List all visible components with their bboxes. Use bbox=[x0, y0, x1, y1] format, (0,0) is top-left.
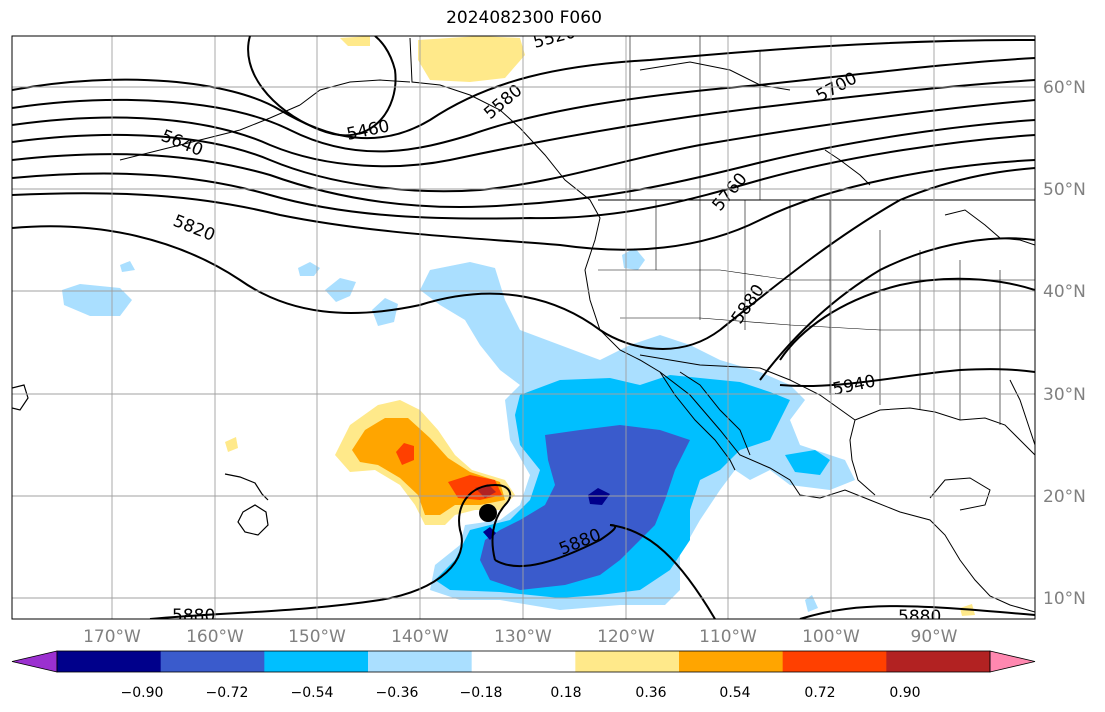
lon-label: 170°W bbox=[83, 627, 141, 647]
light-blue-blob-2 bbox=[298, 262, 320, 276]
north-america-west-coast bbox=[409, 37, 1035, 613]
colorbar-cell bbox=[471, 651, 576, 672]
florida bbox=[1009, 379, 1035, 446]
light-blue-blob-7 bbox=[805, 595, 818, 612]
baja-inner bbox=[679, 371, 751, 456]
colorbar-cell bbox=[160, 651, 265, 672]
colorbar: −0.90 −0.72 −0.54 −0.36 −0.18 0.18 0.36 … bbox=[11, 650, 1036, 701]
storm-center-marker bbox=[479, 504, 497, 522]
light-blue-blob-6 bbox=[120, 261, 135, 272]
colorbar-tick-label: 0.72 bbox=[804, 685, 835, 701]
colorbar-frame bbox=[56, 650, 991, 673]
navy-spot-1 bbox=[588, 488, 610, 505]
yellow-blob-north bbox=[340, 36, 370, 46]
lat-label: 50°N bbox=[1043, 180, 1086, 200]
hudson-bay bbox=[824, 149, 871, 186]
yellow-blob-hawaii bbox=[225, 437, 238, 452]
colorbar-tick-label: −0.90 bbox=[121, 685, 164, 701]
colorbar-extend-high bbox=[989, 650, 1036, 673]
lon-label: 100°W bbox=[802, 627, 860, 647]
lon-label: 140°W bbox=[391, 627, 449, 647]
light-blue-blob-4 bbox=[372, 298, 398, 326]
map-frame bbox=[11, 35, 1036, 620]
alaska-west bbox=[299, 79, 411, 106]
aleutians bbox=[119, 104, 301, 161]
gridlines bbox=[12, 36, 1035, 619]
lat-label: 40°N bbox=[1043, 282, 1086, 302]
lat-label: 20°N bbox=[1043, 487, 1086, 507]
latitude-labels: 60°N 50°N 40°N 30°N 20°N 10°N bbox=[1043, 78, 1086, 609]
island-small-1 bbox=[12, 384, 29, 411]
colorbar-tick-label: −0.18 bbox=[460, 685, 503, 701]
height-contours bbox=[12, 36, 1035, 619]
island-large bbox=[237, 504, 269, 536]
longitude-labels: 170°W 160°W 150°W 140°W 130°W 120°W 110°… bbox=[83, 627, 958, 647]
colorbar-cell bbox=[679, 651, 784, 672]
light-blue-blob-5 bbox=[622, 248, 645, 270]
great-lakes bbox=[944, 209, 1035, 246]
lon-label: 130°W bbox=[494, 627, 552, 647]
map-title: 2024082300 F060 bbox=[446, 8, 602, 28]
colorbar-cell bbox=[57, 651, 162, 672]
lon-label: 90°W bbox=[911, 627, 958, 647]
contour-label: 5880 bbox=[172, 606, 215, 626]
contour-label: 5880 bbox=[898, 607, 941, 627]
colorbar-cell bbox=[886, 651, 991, 672]
colorbar-tick-label: −0.72 bbox=[206, 685, 249, 701]
baja-california bbox=[659, 371, 736, 471]
colorbar-tick-label: 0.36 bbox=[635, 685, 666, 701]
lon-label: 120°W bbox=[597, 627, 655, 647]
lat-label: 10°N bbox=[1043, 589, 1086, 609]
colorbar-tick-label: 0.90 bbox=[889, 685, 920, 701]
colorbar-tick-label: 0.54 bbox=[719, 685, 750, 701]
colorbar-tick-label: −0.36 bbox=[376, 685, 419, 701]
colorbar-cell bbox=[368, 651, 473, 672]
lon-label: 110°W bbox=[699, 627, 757, 647]
gulf-of-mexico-west bbox=[849, 419, 876, 496]
colorbar-cell bbox=[264, 651, 369, 672]
red-orange-spot-1 bbox=[396, 443, 414, 465]
colorbar-cell bbox=[782, 651, 887, 672]
colorbar-tick-label: −0.54 bbox=[291, 685, 334, 701]
colorbar-cell bbox=[575, 651, 680, 672]
yucatan bbox=[929, 477, 991, 511]
lon-label: 160°W bbox=[186, 627, 244, 647]
royal-blue-region bbox=[480, 425, 690, 590]
light-blue-blob-pacific bbox=[62, 284, 132, 316]
light-blue-blob-3 bbox=[325, 278, 356, 302]
us-mexico-border bbox=[639, 354, 856, 421]
lon-label: 150°W bbox=[288, 627, 346, 647]
yellow-blob-gulf bbox=[418, 36, 525, 82]
sky-blue-blob-east bbox=[785, 450, 830, 475]
colorbar-extend-low bbox=[11, 650, 58, 673]
colorbar-tick-label: 0.18 bbox=[550, 685, 581, 701]
lat-label: 60°N bbox=[1043, 78, 1086, 98]
lat-label: 30°N bbox=[1043, 385, 1086, 405]
